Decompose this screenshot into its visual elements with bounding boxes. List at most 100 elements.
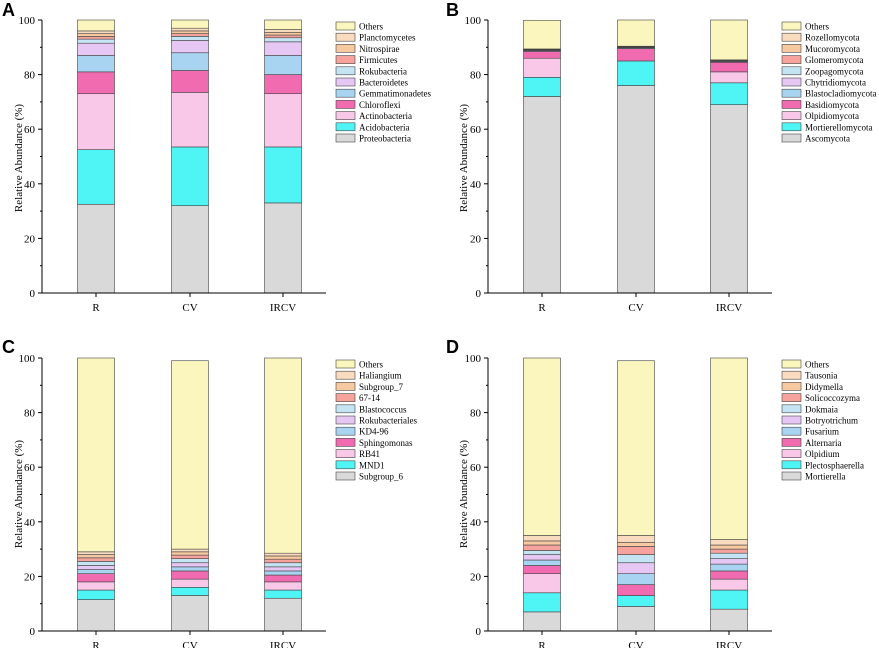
legend-swatch bbox=[335, 471, 356, 481]
legend-label: Ascomycota bbox=[805, 134, 850, 144]
bar-segment-blastococcus-ircv bbox=[264, 562, 302, 568]
bar-segment-haliangium-cv bbox=[171, 548, 209, 553]
bar-segment-rokubacteria-ircv bbox=[264, 37, 302, 43]
bar-segment-acidobacteria-ircv bbox=[264, 146, 302, 204]
bar-segment-others-ircv bbox=[710, 19, 748, 61]
bar-segment-olpidium-r bbox=[523, 573, 561, 594]
bar-segment-basidiomycota-r bbox=[523, 51, 561, 59]
legend-swatch bbox=[335, 370, 356, 380]
bar-segment-chloroflexi-cv bbox=[171, 70, 209, 93]
bar-segment-firmicutes-ircv bbox=[264, 34, 302, 39]
bar-segment-alternaria-cv bbox=[617, 584, 655, 596]
x-tick-label: CV bbox=[628, 302, 643, 314]
panel-b: B Relative Abundance (%) R CV IRCV 0 20 40 60 8… bbox=[446, 0, 876, 314]
bar-segment-chloroflexi-r bbox=[77, 71, 115, 95]
bar-segment-planctomycetes-r bbox=[77, 30, 115, 34]
legend-swatch bbox=[335, 55, 356, 64]
legend-swatch bbox=[781, 122, 802, 132]
legend-label: Others bbox=[805, 360, 829, 370]
bar-segment-mnd1-cv bbox=[171, 587, 209, 596]
panel-a: A Relative Abundance (%) R CV IRCV 0 20 40 60 8… bbox=[2, 0, 431, 314]
bar-segment-proteobacteria-ircv bbox=[264, 202, 302, 294]
bar-segment-gemmatimonadetes-r bbox=[77, 55, 115, 73]
bar-segment-botryotrichum-cv bbox=[617, 562, 655, 574]
legend-swatch bbox=[335, 438, 356, 447]
legend-swatch bbox=[781, 460, 802, 470]
bar-segment-gemmatimonadetes-ircv bbox=[264, 55, 302, 75]
bar-segment-fusarium-cv bbox=[617, 573, 655, 585]
y-axis-label: Relative Abundance (%) bbox=[458, 104, 470, 212]
y-tick-label: 100 bbox=[19, 15, 36, 27]
bar-segment-chloroflexi-ircv bbox=[264, 74, 302, 95]
legend-label: Bacteroidetes bbox=[359, 78, 408, 88]
legend-label: Mortierella bbox=[805, 472, 845, 482]
bar-segment-tausonia-ircv bbox=[710, 539, 748, 546]
bar-segment-proteobacteria-r bbox=[77, 203, 115, 294]
legend-swatch bbox=[781, 426, 802, 436]
legend-label: Dokmaia bbox=[805, 404, 838, 414]
legend-swatch bbox=[335, 44, 356, 53]
bar-segment-mortierellomycota-cv bbox=[617, 60, 655, 86]
legend-swatch bbox=[335, 66, 356, 76]
legend-label: Actinobacteria bbox=[359, 111, 412, 121]
bar-segment-ascomycota-r bbox=[523, 96, 561, 294]
bar-segment-subgroup-6-r bbox=[77, 599, 115, 632]
y-tick-label: 100 bbox=[19, 353, 36, 365]
bar-segment-mortierellomycota-r bbox=[523, 77, 561, 97]
legend-label: Rozellomycota bbox=[805, 33, 859, 43]
y-tick-label: 60 bbox=[470, 462, 482, 474]
panel-d: D Relative Abundance (%) R CV IRCV 0 20 40 60 8… bbox=[446, 337, 864, 648]
bar-segment-didymella-cv bbox=[617, 541, 655, 547]
bar-segment-kd4-96-cv bbox=[171, 566, 209, 572]
bar-segment-actinobacteria-cv bbox=[171, 92, 209, 148]
bar-segment-mortierella-r bbox=[523, 611, 561, 632]
legend-swatch bbox=[335, 100, 356, 109]
y-tick-label: 80 bbox=[24, 408, 36, 420]
y-tick-label: 80 bbox=[24, 70, 36, 82]
bar-segment-bacteroidetes-r bbox=[77, 42, 115, 56]
bar-segment-bacteroidetes-ircv bbox=[264, 41, 302, 56]
bar-segment-dokmaia-r bbox=[523, 550, 561, 555]
legend-swatch bbox=[335, 426, 356, 436]
panel-c: C Relative Abundance (%) R CV IRCV 0 20 40 60 8… bbox=[2, 337, 417, 648]
y-tick-label: 40 bbox=[24, 517, 36, 529]
bar-segment-basidiomycota-ircv bbox=[710, 62, 748, 73]
legend-swatch bbox=[781, 44, 802, 53]
legend-label: Subgroup_7 bbox=[359, 382, 404, 392]
legend-swatch bbox=[781, 359, 802, 369]
bar-segment-nitrospirae-cv bbox=[171, 30, 209, 34]
legend-label: Didymella bbox=[805, 382, 843, 392]
legend-swatch bbox=[335, 111, 356, 120]
bar-segment-olpidiomycota-ircv bbox=[710, 71, 748, 84]
bar-segment-others-r bbox=[77, 19, 115, 32]
legend-swatch bbox=[335, 88, 356, 98]
legend-swatch bbox=[335, 415, 356, 425]
legend-swatch bbox=[335, 404, 356, 414]
bar-segment-others-cv bbox=[617, 19, 655, 47]
y-tick-label: 0 bbox=[476, 626, 482, 638]
legend-label: Sphingomonas bbox=[359, 438, 413, 448]
bar-segment-sphingomonas-ircv bbox=[264, 574, 302, 583]
legend-swatch bbox=[335, 359, 356, 369]
bar-segment-plectosphaerella-ircv bbox=[710, 589, 748, 610]
y-tick-label: 80 bbox=[470, 70, 482, 82]
panel-letter: C bbox=[2, 337, 15, 357]
legend-swatch bbox=[781, 404, 802, 414]
bar-segment-alternaria-ircv bbox=[710, 570, 748, 580]
legend-swatch bbox=[335, 21, 356, 31]
bar-segment-solicoccozyma-ircv bbox=[710, 548, 748, 554]
x-tick-label: IRCV bbox=[270, 302, 296, 314]
legend-swatch bbox=[781, 370, 802, 380]
bar-segment-nitrospirae-ircv bbox=[264, 31, 302, 36]
bar-segment-proteobacteria-cv bbox=[171, 205, 209, 294]
legend-label: Alternaria bbox=[805, 438, 841, 448]
y-axis-label: Relative Abundance (%) bbox=[13, 440, 25, 548]
legend-swatch bbox=[781, 449, 802, 458]
legend-swatch bbox=[335, 382, 356, 391]
legend-label: Haliangium bbox=[359, 371, 402, 381]
legend-label: Blastococcus bbox=[359, 404, 407, 414]
bar-segment-rokubacteriales-cv bbox=[171, 562, 209, 568]
bar-segment-rokubacteriales-ircv bbox=[264, 566, 302, 572]
panel-letter: A bbox=[2, 0, 15, 20]
